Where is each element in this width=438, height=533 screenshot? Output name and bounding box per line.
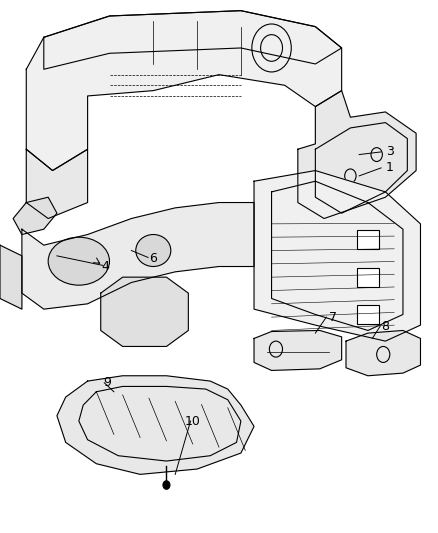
Text: 3: 3 [386,146,394,158]
Polygon shape [57,376,254,474]
Polygon shape [254,330,342,370]
Ellipse shape [48,237,110,285]
Text: 1: 1 [386,161,394,174]
Polygon shape [22,203,254,309]
Polygon shape [101,277,188,346]
Ellipse shape [136,235,171,266]
Polygon shape [13,197,57,235]
Text: 7: 7 [329,311,337,324]
Text: 4: 4 [101,260,109,273]
Text: 6: 6 [149,252,157,265]
Circle shape [163,481,170,489]
Polygon shape [298,91,416,219]
Text: 9: 9 [103,376,111,389]
Text: 10: 10 [185,415,201,427]
Polygon shape [0,245,22,309]
Text: 8: 8 [381,320,389,333]
FancyBboxPatch shape [357,268,379,287]
Polygon shape [254,171,420,341]
Polygon shape [26,11,342,171]
FancyBboxPatch shape [357,230,379,249]
FancyBboxPatch shape [357,305,379,324]
Polygon shape [26,149,88,219]
Polygon shape [44,11,342,69]
Polygon shape [346,330,420,376]
